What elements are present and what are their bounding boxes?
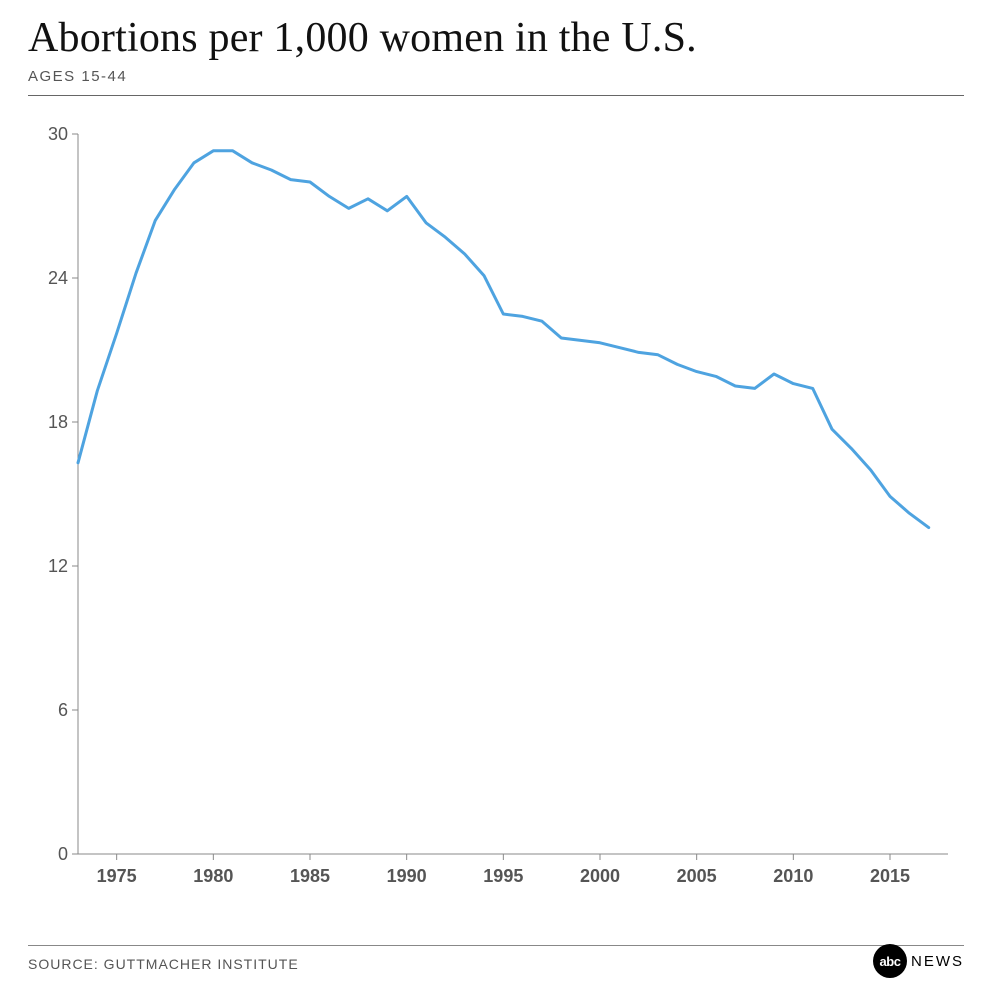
svg-text:2000: 2000 [580, 866, 620, 886]
svg-text:0: 0 [58, 844, 68, 864]
svg-text:2005: 2005 [677, 866, 717, 886]
svg-text:1990: 1990 [387, 866, 427, 886]
svg-text:18: 18 [48, 412, 68, 432]
svg-text:1980: 1980 [193, 866, 233, 886]
footer-rule [28, 945, 964, 946]
chart-subtitle: AGES 15-44 [28, 68, 964, 85]
svg-text:6: 6 [58, 700, 68, 720]
svg-text:1975: 1975 [97, 866, 137, 886]
svg-text:30: 30 [48, 124, 68, 144]
abc-news-logo: abc NEWS [873, 944, 964, 978]
svg-text:2010: 2010 [773, 866, 813, 886]
svg-text:1995: 1995 [483, 866, 523, 886]
header-rule [28, 95, 964, 96]
line-chart: 0 6 12 18 24 30 1975 1980 1985 1990 1995 2000 2005 20… [28, 114, 964, 904]
svg-text:12: 12 [48, 556, 68, 576]
chart-area: 0 6 12 18 24 30 1975 1980 1985 1990 1995 2000 2005 20… [28, 114, 964, 904]
chart-header: Abortions per 1,000 women in the U.S. AG… [0, 0, 992, 85]
chart-footer: SOURCE: GUTTMACHER INSTITUTE abc NEWS [28, 945, 964, 974]
source-text: SOURCE: GUTTMACHER INSTITUTE [28, 956, 299, 972]
abc-logo-icon: abc [873, 944, 907, 978]
news-label: NEWS [911, 953, 964, 970]
svg-text:1985: 1985 [290, 866, 330, 886]
svg-text:24: 24 [48, 268, 68, 288]
svg-text:2015: 2015 [870, 866, 910, 886]
chart-title: Abortions per 1,000 women in the U.S. [28, 8, 964, 62]
page: Abortions per 1,000 women in the U.S. AG… [0, 0, 992, 992]
